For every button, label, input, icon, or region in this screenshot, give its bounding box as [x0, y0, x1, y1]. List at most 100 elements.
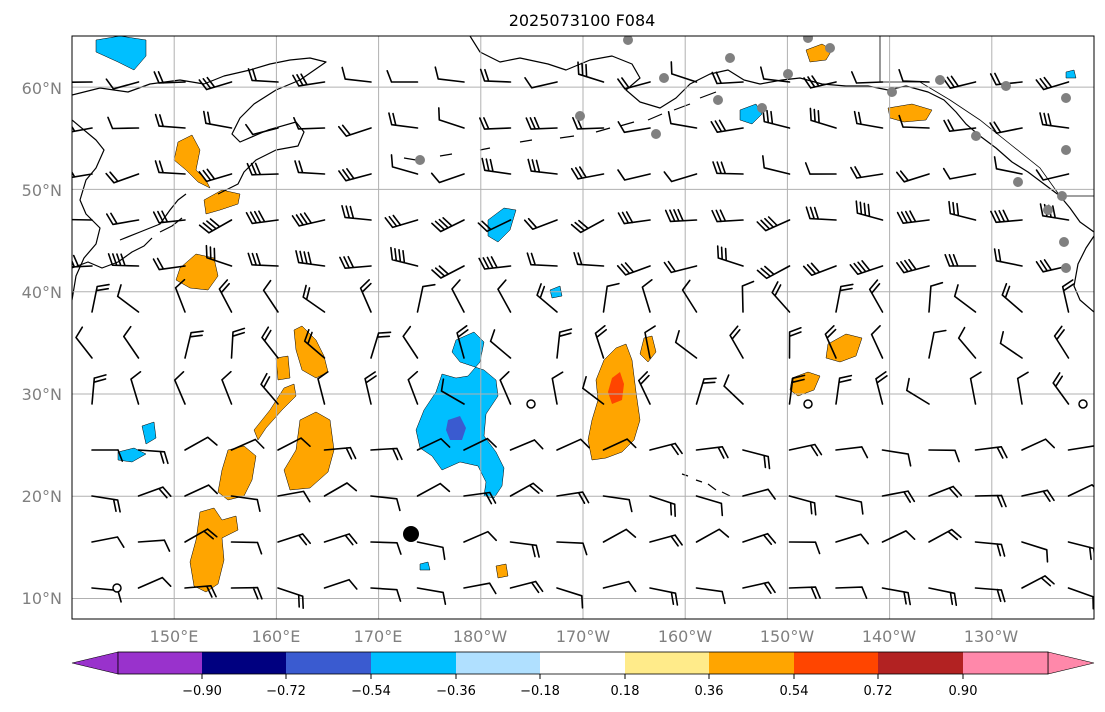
wind-barb	[91, 283, 110, 313]
wind-barb	[174, 278, 186, 313]
wind-barb	[479, 117, 512, 130]
colorbar-extend-low	[71, 651, 119, 675]
wind-barb	[928, 449, 960, 463]
wind-barb	[184, 330, 204, 359]
wind-barb	[1061, 279, 1075, 313]
wind-barb	[72, 218, 93, 221]
wind-barb	[509, 541, 540, 558]
wind-barb	[137, 449, 169, 465]
wind-barb	[438, 107, 465, 129]
wind-barb	[663, 171, 698, 183]
wind-barb	[617, 121, 651, 134]
wind-barb	[463, 530, 497, 543]
wind-barb	[835, 374, 853, 405]
colorbar-tick-label: 0.90	[949, 684, 978, 699]
gray-station-dot	[1001, 81, 1011, 91]
contour-positive-center-2	[275, 355, 291, 381]
lat-label: 30°N	[22, 385, 62, 404]
wind-barb	[617, 77, 651, 90]
wind-barb	[323, 446, 357, 460]
wind-barb	[896, 170, 930, 183]
contour-positive-south	[189, 507, 239, 593]
gray-station-dot	[713, 95, 723, 105]
wind-barb	[323, 482, 358, 497]
wind-barb	[230, 327, 246, 359]
lon-label: 160°E	[252, 627, 301, 646]
wind-barb	[788, 586, 821, 600]
wind-barb	[341, 66, 372, 83]
wind-barb	[681, 279, 698, 313]
wind-barb	[359, 279, 372, 313]
wind-barb	[105, 171, 140, 184]
wind-barb	[788, 541, 821, 555]
wind-barb	[116, 284, 140, 313]
wind-barb	[741, 280, 755, 313]
wind-barb	[370, 331, 392, 359]
wind-barb	[974, 494, 1007, 508]
wind-barb	[479, 68, 512, 83]
gray-station-dot	[1061, 93, 1071, 103]
wind-barb	[277, 490, 311, 503]
wind-barb	[875, 371, 888, 405]
colorbar-ticks: −0.90 −0.72 −0.54 −0.36 −0.18 0.18 0.36 0.54 0.7…	[182, 674, 977, 699]
lon-label: 180°W	[453, 627, 508, 646]
wind-barb	[881, 449, 912, 467]
contour-positive-mid-core	[608, 372, 624, 404]
lon-label: 130°W	[964, 627, 1019, 646]
wind-barb	[896, 258, 930, 274]
wind-barb	[292, 73, 326, 87]
gray-station-dot	[575, 111, 585, 121]
gray-station-dot	[1061, 263, 1071, 273]
wind-barb	[262, 279, 279, 313]
wind-barb	[230, 541, 263, 555]
wind-barb	[277, 587, 304, 609]
colorbar-segment	[118, 652, 202, 674]
wind-barb	[105, 78, 140, 90]
wind-barb	[221, 370, 233, 405]
wind-barb	[295, 250, 326, 267]
lat-label: 20°N	[22, 487, 62, 506]
wind-barb	[644, 325, 656, 359]
wind-barb	[523, 217, 558, 230]
wind-barb	[137, 576, 172, 589]
wind-barb	[742, 532, 777, 546]
lat-label: 50°N	[22, 181, 62, 200]
wind-barb	[616, 262, 651, 276]
wind-barb	[617, 211, 651, 225]
wind-barb	[524, 77, 558, 89]
coastline-alaska	[469, 36, 1094, 233]
wind-barb	[509, 580, 544, 594]
lon-labels: 150°E 160°E 170°E 180°W 170°W 160°W 150°…	[150, 627, 1019, 646]
wind-barb	[1035, 76, 1070, 91]
gridlines	[72, 36, 1094, 619]
wind-barb	[451, 279, 465, 313]
wind-barb	[536, 283, 558, 313]
colorbar-tick-label: −0.72	[266, 684, 306, 699]
open-circle-marker	[112, 583, 122, 593]
wind-barb	[944, 254, 977, 267]
gray-station-dot	[971, 131, 981, 141]
wind-barb	[370, 541, 402, 555]
contour-positive-center-3	[253, 383, 297, 441]
wind-barb	[711, 209, 744, 223]
colorbar-tick-label: 0.72	[864, 684, 893, 699]
contour-positive-east-2	[789, 371, 821, 397]
wind-barb	[788, 327, 802, 359]
wind-barb	[664, 208, 698, 223]
wind-barb	[364, 371, 377, 405]
gray-station-dot	[803, 36, 813, 43]
wind-barb	[323, 578, 358, 590]
wind-barb	[729, 325, 744, 359]
colorbar-segment	[709, 652, 794, 674]
wind-barb	[556, 328, 573, 359]
wind-barb	[756, 265, 791, 280]
contour-positive-japan-2	[203, 189, 241, 215]
wind-barb	[602, 528, 637, 543]
wind-barb	[106, 212, 140, 226]
colorbar-tick-label: 0.36	[695, 684, 724, 699]
gray-station-dot	[725, 53, 735, 63]
wind-barb	[896, 210, 930, 224]
large-black-dot	[403, 526, 419, 542]
wind-barb	[805, 206, 837, 221]
wind-barb	[302, 284, 326, 313]
